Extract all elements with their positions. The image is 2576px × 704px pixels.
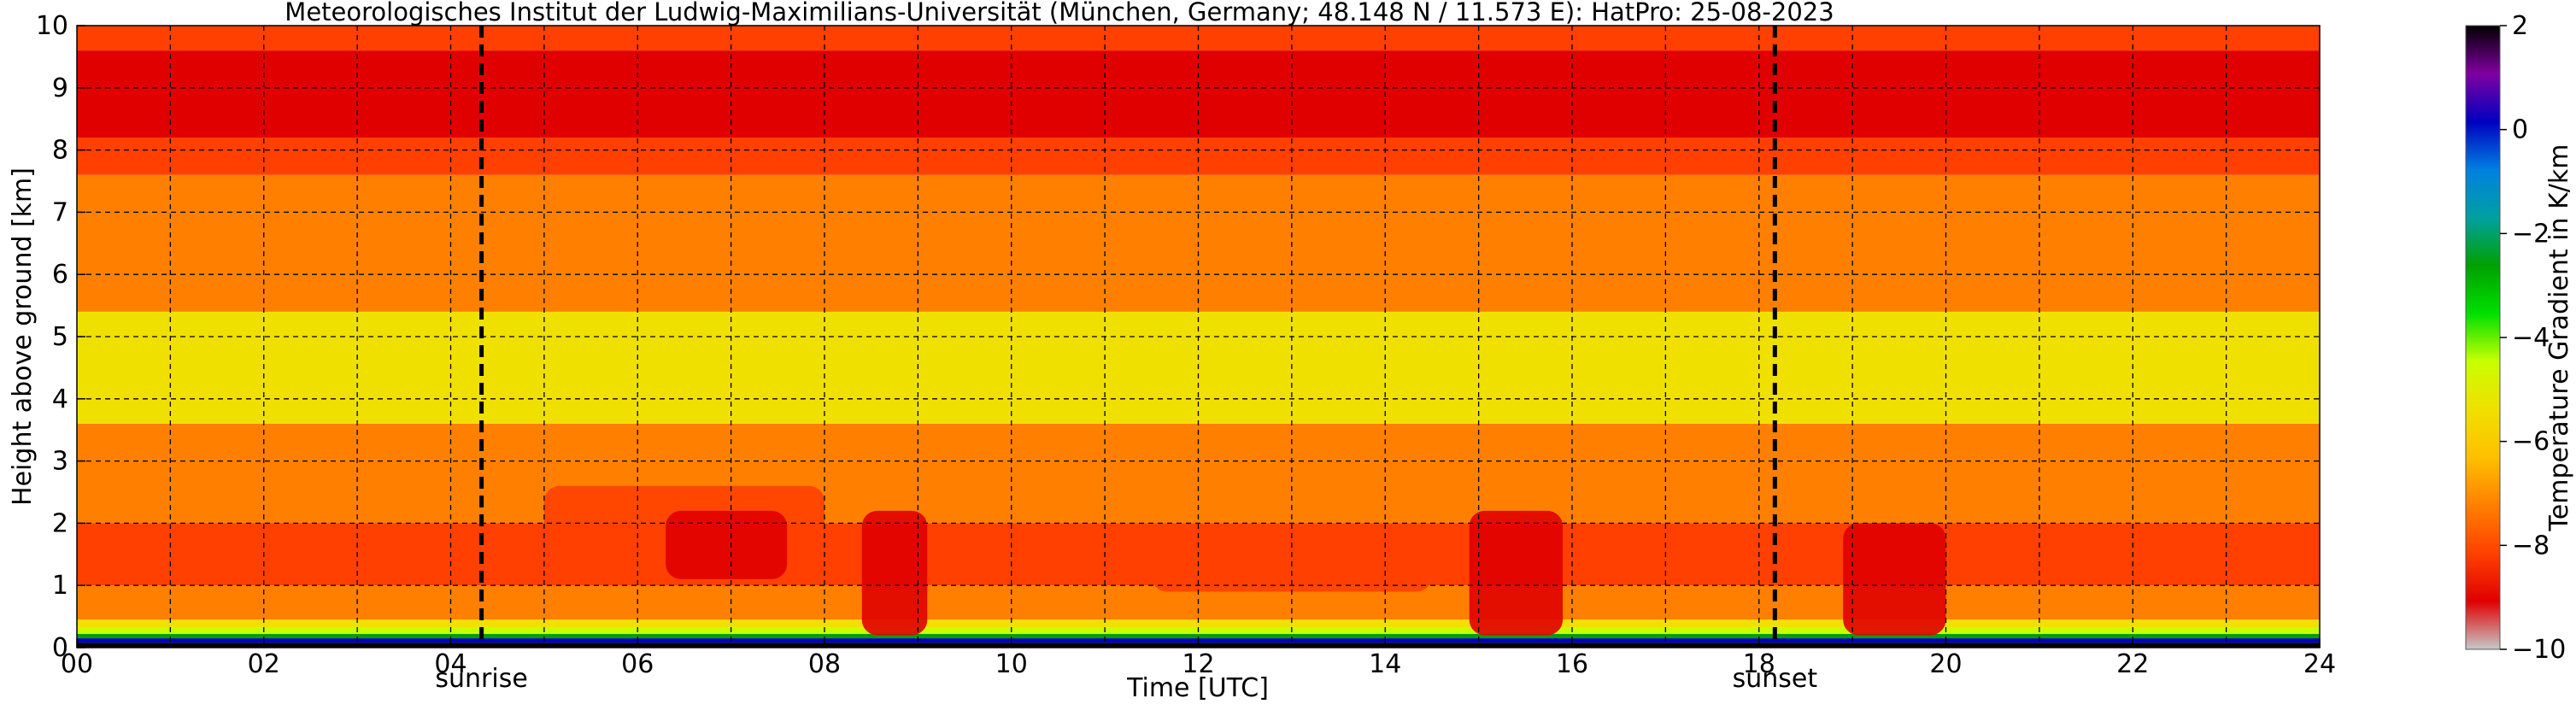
heatmap-cell-cluster xyxy=(1469,510,1564,636)
x-tick-label: 02 xyxy=(248,649,280,679)
heatmap-cell-cluster xyxy=(1151,548,1432,592)
colorbar-tick-label: −6 xyxy=(2512,427,2550,457)
x-tick-label: 08 xyxy=(808,649,841,679)
y-tick-label: 5 xyxy=(52,322,68,352)
x-axis-ticks: 00 02 04 06 08 10 12 14 16 18 20 22 24 xyxy=(61,639,2336,679)
y-tick-label: 2 xyxy=(52,508,68,538)
y-tick-label: 3 xyxy=(52,447,68,477)
heatmap-cell-cluster xyxy=(1843,523,1946,636)
colorbar-label: Temperature Gradient in K/km xyxy=(2544,144,2574,532)
heatmap-cell-cluster xyxy=(217,523,451,579)
y-tick-label: 0 xyxy=(52,633,68,663)
y-tick-label: 7 xyxy=(52,197,68,227)
x-tick-label: 22 xyxy=(2116,649,2149,679)
heatmap-cell-cluster xyxy=(666,510,788,579)
colorbar-tick-label: 0 xyxy=(2512,115,2528,145)
x-tick-label: 24 xyxy=(2303,649,2336,679)
x-tick-label: 16 xyxy=(1556,649,1588,679)
x-tick-label: 00 xyxy=(61,649,93,679)
colorbar-tick-label: −4 xyxy=(2512,323,2550,353)
sun-markers: sunrise sunset xyxy=(435,26,1817,694)
x-tick-label: 12 xyxy=(1182,649,1214,679)
colorbar-tick-label: −8 xyxy=(2512,531,2550,560)
x-tick-label: 10 xyxy=(995,649,1028,679)
x-axis-label: Time [UTC] xyxy=(1126,673,1269,703)
colorbar-tick-label: −10 xyxy=(2512,635,2566,665)
chart-title: Meteorologisches Institut der Ludwig-Max… xyxy=(285,0,1834,26)
sun-marker-label: sunrise xyxy=(435,664,527,694)
x-tick-label: 14 xyxy=(1369,649,1401,679)
x-tick-label: 06 xyxy=(621,649,654,679)
heatmap-cell-cluster xyxy=(861,510,928,636)
colorbar: 2 0 −2 −4 −6 −8 −10 Temperature Gradient in K/… xyxy=(2465,11,2574,665)
y-tick-label: 6 xyxy=(52,260,68,290)
colorbar-tick-label: −2 xyxy=(2512,219,2550,249)
y-tick-label: 4 xyxy=(52,384,68,414)
y-tick-label: 8 xyxy=(52,136,68,166)
y-tick-label: 1 xyxy=(52,571,68,601)
y-tick-label: 9 xyxy=(52,73,68,103)
x-tick-label: 20 xyxy=(1929,649,1962,679)
heatmap-band xyxy=(77,633,2320,639)
sun-marker-label: sunset xyxy=(1733,664,1818,694)
y-axis-ticks: 0 1 2 3 4 5 6 7 8 9 10 xyxy=(36,11,85,663)
colorbar-tick-label: 2 xyxy=(2512,11,2528,41)
x-tick-label: 04 xyxy=(434,649,466,679)
y-tick-label: 10 xyxy=(36,11,68,41)
heatmap-band xyxy=(77,619,2320,628)
x-tick-label: 18 xyxy=(1743,649,1775,679)
grid-lines xyxy=(77,26,2320,648)
colorbar-body xyxy=(2465,25,2501,650)
colorbar-ticks: 2 0 −2 −4 −6 −8 −10 xyxy=(2500,11,2566,665)
y-axis-label: Height above ground [km] xyxy=(8,167,38,506)
